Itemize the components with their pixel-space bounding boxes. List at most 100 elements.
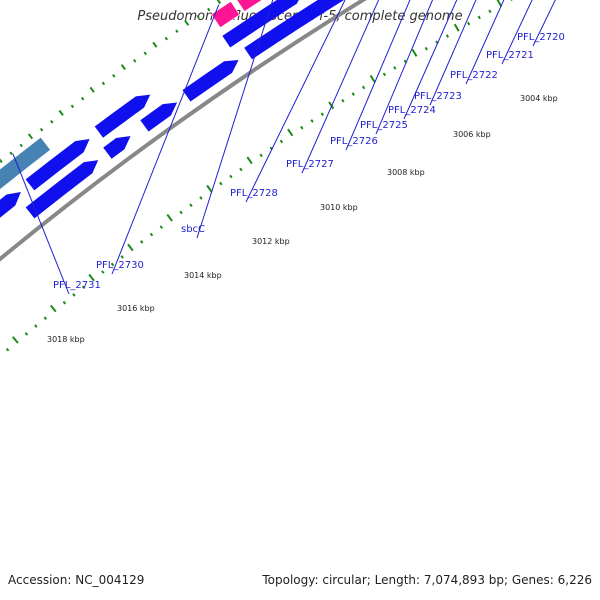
kbp-tick (149, 232, 154, 237)
kbp-tick (239, 167, 243, 172)
kbp-label: 3012 kbp (252, 237, 290, 246)
gene-label[interactable]: PFL_2721 (486, 50, 534, 61)
gene-pointer-line (196, 0, 274, 239)
cds-arrow[interactable] (222, 0, 303, 48)
gene-pointer-line (301, 0, 380, 174)
gene-feature[interactable] (236, 0, 348, 12)
backbone-arc (0, 0, 367, 262)
kbp-tick (229, 174, 233, 179)
kbp-tick (411, 48, 418, 57)
gene-pointer-line (12, 153, 70, 295)
kbp-tick (259, 153, 263, 158)
gene-feature[interactable] (210, 1, 241, 29)
gene-pointer-line (111, 4, 220, 275)
kbp-tick (58, 109, 64, 116)
kbp-tick (101, 81, 106, 86)
kbp-tick (219, 181, 223, 186)
cds-arrow[interactable] (0, 192, 21, 219)
kbp-tick (164, 36, 168, 41)
cds-arrow[interactable] (94, 94, 151, 138)
kbp-tick (80, 96, 85, 101)
kbp-tick (199, 196, 203, 200)
gene-label[interactable]: PFL_2724 (388, 105, 436, 116)
kbp-tick (49, 304, 57, 313)
cds-arrow[interactable] (182, 59, 239, 102)
kbp-tick (89, 86, 95, 93)
gene-label[interactable]: PFL_2731 (53, 280, 101, 291)
kbp-tick (12, 336, 19, 344)
kbp-tick (127, 243, 134, 252)
kbp-tick (133, 59, 137, 63)
gene-label[interactable]: PFL_2720 (517, 32, 565, 43)
gene-label[interactable]: PFL_2725 (360, 120, 408, 131)
gene-label[interactable]: PFL_2730 (96, 260, 144, 271)
kbp-tick (0, 158, 3, 164)
kbp-tick (496, 0, 503, 8)
gene-label[interactable]: PFL_2726 (330, 136, 378, 147)
kbp-label: 3016 kbp (117, 304, 155, 313)
kbp-tick (207, 7, 211, 12)
kbp-tick (159, 225, 164, 229)
kbp-tick (320, 112, 324, 116)
gene-label[interactable]: PFL_2723 (414, 91, 462, 102)
cds-arrow[interactable] (103, 136, 131, 159)
kbp-tick (310, 119, 314, 123)
kbp-tick (143, 51, 147, 56)
gene-label[interactable]: PFL_2722 (450, 70, 498, 81)
kbp-tick (393, 66, 397, 70)
kbp-tick (24, 332, 29, 336)
gene-label[interactable]: sbcC (181, 224, 205, 235)
gene-pointer-line (465, 0, 505, 85)
gene-pointer-line (501, 0, 533, 65)
kbp-tick (166, 213, 173, 222)
kbp-tick (246, 156, 253, 165)
kbp-label: 3010 kbp (320, 203, 358, 212)
cds-arrow[interactable] (140, 102, 178, 132)
kbp-label: 3014 kbp (184, 271, 222, 280)
kbp-tick (5, 347, 10, 352)
kbp-tick (70, 104, 75, 109)
kbp-tick (179, 210, 183, 215)
kbp-tick (341, 98, 345, 103)
kbp-tick (382, 72, 387, 77)
kbp-tick (196, 14, 200, 19)
kbp-tick (140, 240, 144, 244)
kbp-tick (175, 29, 179, 34)
kbp-tick (43, 316, 48, 321)
gene-pointer-line (245, 0, 346, 203)
kbp-tick (466, 21, 471, 26)
gene-pointer-line (375, 0, 434, 135)
kbp-tick (328, 101, 335, 110)
kbp-tick (189, 203, 193, 207)
kbp-label: 3008 kbp (387, 168, 425, 177)
kbp-tick (477, 15, 481, 20)
kbp-tick (351, 92, 355, 96)
kbp-tick (488, 9, 492, 14)
kbp-tick (112, 74, 116, 78)
accession-text: Accession: NC_004129 (8, 573, 145, 587)
cds-arrow[interactable] (25, 160, 99, 219)
cds-arrow[interactable] (25, 139, 90, 191)
kbp-tick (453, 23, 460, 32)
kbp-tick (62, 300, 67, 305)
gene-pointer-line (403, 0, 458, 120)
gene-label[interactable]: PFL_2728 (230, 188, 278, 199)
gene-label[interactable]: PFL_2727 (286, 159, 334, 170)
kbp-tick (279, 139, 284, 144)
kbp-tick (34, 324, 38, 328)
kbp-label: 3004 kbp (520, 94, 558, 103)
kbp-tick (81, 285, 86, 290)
kbp-tick (88, 273, 95, 282)
gene-feature[interactable] (0, 136, 51, 190)
kbp-tick (152, 41, 158, 48)
genome-summary-text: Topology: circular; Length: 7,074,893 bp… (262, 573, 592, 587)
kbp-tick (424, 46, 428, 51)
kbp-tick (184, 19, 190, 26)
kbp-tick (27, 133, 34, 140)
kbp-tick (206, 184, 213, 193)
kbp-tick (101, 270, 105, 274)
cds-arrow[interactable] (244, 0, 354, 60)
kbp-tick (287, 128, 294, 137)
kbp-label: 3006 kbp (453, 130, 491, 139)
